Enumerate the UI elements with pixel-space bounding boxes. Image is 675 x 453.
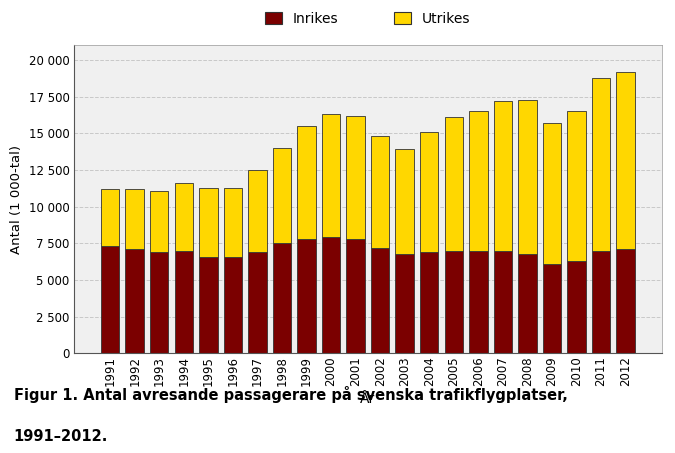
- Bar: [493, 251, 512, 353]
- Bar: [223, 256, 242, 353]
- Bar: [543, 264, 561, 353]
- Y-axis label: Antal (1 000-tal): Antal (1 000-tal): [10, 145, 23, 254]
- Bar: [592, 251, 610, 353]
- Bar: [322, 114, 340, 237]
- Bar: [223, 188, 242, 256]
- Bar: [469, 251, 487, 353]
- Text: Figur 1. Antal avresande passagerare på svenska trafikflygplatser,: Figur 1. Antal avresande passagerare på …: [14, 386, 568, 403]
- Bar: [396, 254, 414, 353]
- Bar: [469, 111, 487, 251]
- Bar: [273, 243, 291, 353]
- Bar: [101, 246, 119, 353]
- Bar: [371, 248, 389, 353]
- Bar: [199, 188, 217, 256]
- Bar: [126, 189, 144, 249]
- Bar: [248, 170, 267, 252]
- Bar: [273, 148, 291, 243]
- Bar: [297, 126, 316, 239]
- Bar: [346, 239, 365, 353]
- Bar: [297, 239, 316, 353]
- Bar: [493, 101, 512, 251]
- Bar: [322, 237, 340, 353]
- Bar: [445, 251, 463, 353]
- Bar: [175, 183, 193, 251]
- Bar: [150, 191, 169, 252]
- Bar: [420, 132, 439, 252]
- Legend: Inrikes, Utrikes: Inrikes, Utrikes: [260, 6, 476, 31]
- Bar: [150, 252, 169, 353]
- Text: 1991–2012.: 1991–2012.: [14, 429, 108, 444]
- Bar: [616, 249, 634, 353]
- Bar: [592, 77, 610, 251]
- Bar: [543, 123, 561, 264]
- Bar: [248, 252, 267, 353]
- Bar: [420, 252, 439, 353]
- Bar: [616, 72, 634, 249]
- Bar: [175, 251, 193, 353]
- Bar: [199, 256, 217, 353]
- Bar: [518, 100, 537, 254]
- Bar: [567, 261, 586, 353]
- X-axis label: År: År: [360, 392, 375, 406]
- Bar: [445, 117, 463, 251]
- Bar: [126, 249, 144, 353]
- Bar: [567, 111, 586, 261]
- Bar: [518, 254, 537, 353]
- Bar: [396, 149, 414, 254]
- Bar: [371, 136, 389, 248]
- Bar: [101, 189, 119, 246]
- Bar: [346, 116, 365, 239]
